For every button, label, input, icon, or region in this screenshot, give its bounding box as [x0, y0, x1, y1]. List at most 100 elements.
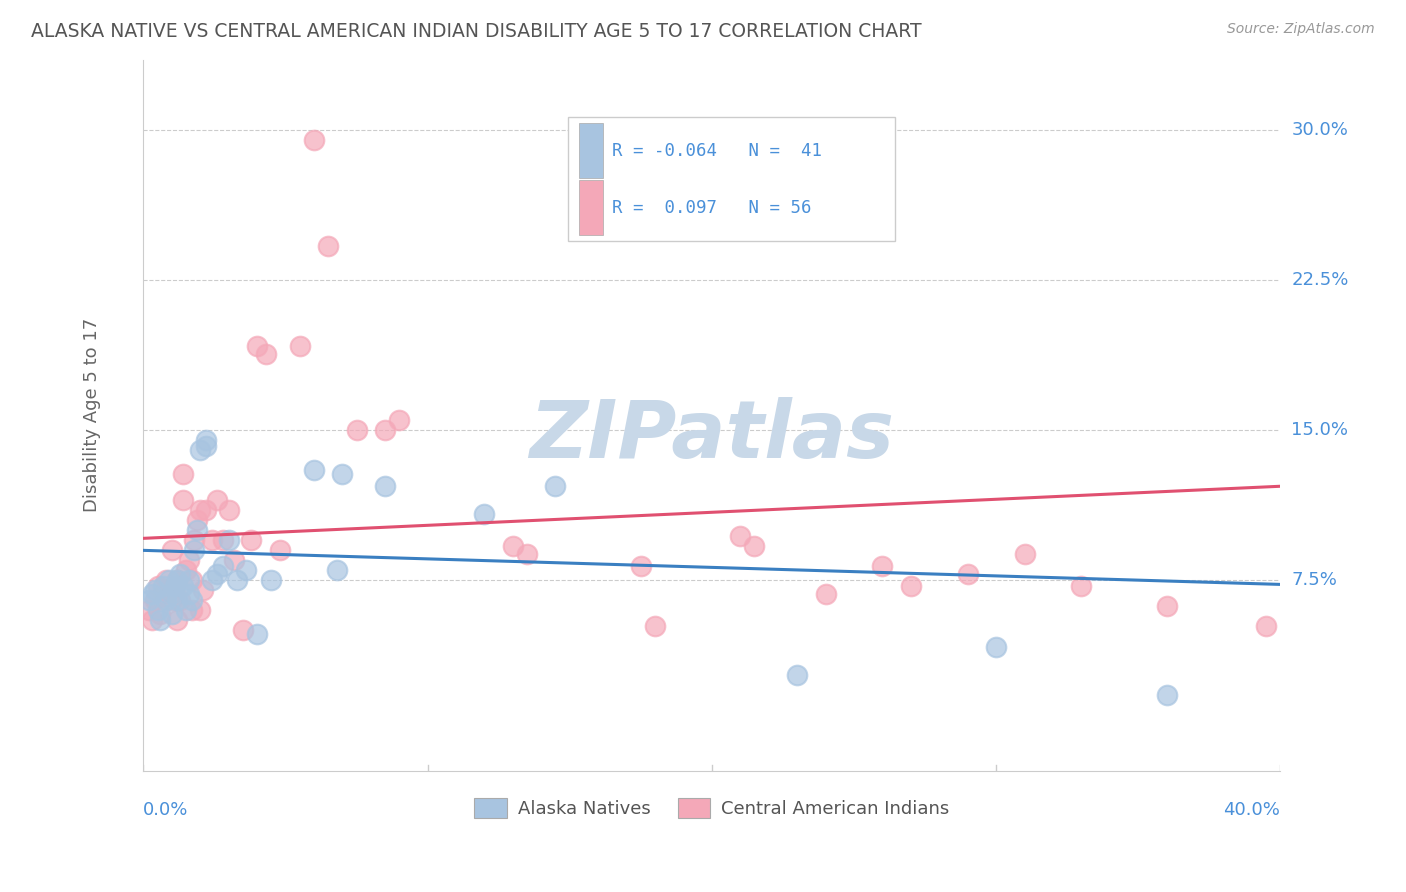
Point [141, 614, 163, 628]
Text: 0.0%: 0.0% [143, 801, 188, 819]
Point [814, 587, 837, 601]
Point [138, 593, 160, 607]
Point [172, 467, 194, 482]
Point [207, 493, 229, 508]
Text: 30.0%: 30.0% [1292, 120, 1348, 139]
Point [188, 443, 211, 458]
Point [143, 583, 166, 598]
Point [1256, 619, 1278, 633]
Point [226, 574, 249, 588]
Text: Source: ZipAtlas.com: Source: ZipAtlas.com [1227, 22, 1375, 37]
Point [166, 574, 188, 588]
Point [155, 593, 177, 607]
Point [316, 239, 339, 253]
Point [191, 583, 214, 598]
Point [180, 593, 202, 607]
Point [146, 603, 169, 617]
Point [155, 574, 177, 588]
Point [744, 539, 766, 553]
Point [143, 593, 166, 607]
Point [200, 574, 222, 588]
Point [177, 574, 200, 588]
Text: 22.5%: 22.5% [1292, 271, 1348, 289]
Point [188, 503, 211, 517]
Point [183, 543, 205, 558]
Point [218, 503, 240, 517]
Point [730, 529, 752, 543]
Point [388, 413, 411, 427]
Point [346, 423, 368, 437]
Point [177, 553, 200, 567]
Point [218, 533, 240, 548]
Point [141, 587, 163, 601]
Point [1070, 579, 1092, 593]
Point [163, 579, 186, 593]
Text: R =  0.097   N = 56: R = 0.097 N = 56 [612, 199, 811, 217]
Point [160, 543, 183, 558]
Text: 40.0%: 40.0% [1223, 801, 1281, 819]
Point [157, 583, 180, 598]
Point [1156, 599, 1178, 614]
Point [149, 607, 172, 622]
Point [786, 667, 808, 681]
Point [172, 579, 194, 593]
Point [180, 574, 202, 588]
Point [194, 433, 217, 447]
Point [194, 503, 217, 517]
Point [188, 603, 211, 617]
Point [260, 574, 283, 588]
Point [169, 567, 191, 582]
Text: 7.5%: 7.5% [1292, 572, 1337, 590]
Point [180, 603, 202, 617]
Point [212, 533, 235, 548]
Point [166, 574, 188, 588]
Point [900, 579, 922, 593]
Point [254, 347, 277, 361]
Point [630, 559, 652, 574]
Point [174, 563, 197, 577]
Text: ALASKA NATIVE VS CENTRAL AMERICAN INDIAN DISABILITY AGE 5 TO 17 CORRELATION CHAR: ALASKA NATIVE VS CENTRAL AMERICAN INDIAN… [31, 22, 921, 41]
Point [232, 624, 254, 638]
Point [302, 463, 325, 477]
Point [186, 524, 208, 538]
Point [235, 563, 257, 577]
Point [302, 133, 325, 147]
Point [374, 423, 396, 437]
Point [246, 627, 269, 641]
Point [152, 587, 174, 601]
Point [172, 493, 194, 508]
Text: ZIPatlas: ZIPatlas [529, 398, 894, 475]
Point [138, 603, 160, 617]
Point [194, 439, 217, 453]
Point [374, 479, 396, 493]
Point [183, 533, 205, 548]
Point [207, 567, 229, 582]
Point [240, 533, 263, 548]
Text: Disability Age 5 to 17: Disability Age 5 to 17 [83, 318, 101, 512]
Point [160, 593, 183, 607]
Point [166, 614, 188, 628]
Point [956, 567, 979, 582]
Point [166, 593, 188, 607]
Legend: Alaska Natives, Central American Indians: Alaska Natives, Central American Indians [467, 790, 956, 826]
Point [212, 559, 235, 574]
Text: R = -0.064   N =  41: R = -0.064 N = 41 [612, 142, 821, 160]
Point [149, 614, 172, 628]
Point [269, 543, 291, 558]
Point [160, 607, 183, 622]
Point [872, 559, 894, 574]
Point [1014, 547, 1036, 561]
Point [163, 579, 186, 593]
Point [330, 467, 353, 482]
Point [200, 533, 222, 548]
Point [186, 513, 208, 527]
Point [544, 479, 567, 493]
Point [157, 574, 180, 588]
Point [152, 579, 174, 593]
Point [1156, 688, 1178, 702]
Point [474, 508, 496, 522]
Point [325, 563, 347, 577]
Point [644, 619, 666, 633]
Point [169, 593, 191, 607]
Point [288, 339, 311, 353]
